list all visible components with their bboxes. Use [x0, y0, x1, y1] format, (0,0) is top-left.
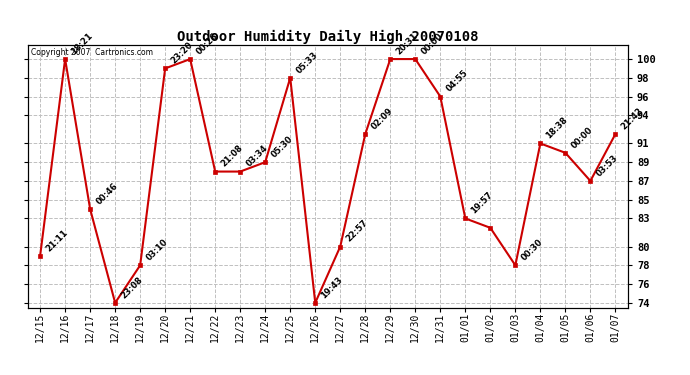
Text: 23:08: 23:08 — [119, 275, 144, 300]
Text: 19:57: 19:57 — [469, 190, 495, 216]
Text: 05:33: 05:33 — [295, 50, 319, 75]
Title: Outdoor Humidity Daily High 20070108: Outdoor Humidity Daily High 20070108 — [177, 30, 478, 44]
Text: 21:08: 21:08 — [219, 144, 244, 169]
Text: 00:30: 00:30 — [520, 237, 544, 262]
Text: 03:53: 03:53 — [595, 153, 620, 178]
Text: 03:10: 03:10 — [144, 237, 170, 262]
Text: 00:00: 00:00 — [420, 31, 444, 56]
Text: 19:43: 19:43 — [319, 275, 344, 300]
Text: 00:26: 00:26 — [195, 31, 219, 56]
Text: 03:34: 03:34 — [244, 144, 270, 169]
Text: Copyright 2007  Cartronics.com: Copyright 2007 Cartronics.com — [30, 48, 152, 57]
Text: 21:11: 21:11 — [44, 228, 70, 253]
Text: 00:46: 00:46 — [95, 181, 119, 206]
Text: 21:42: 21:42 — [620, 106, 645, 131]
Text: 18:38: 18:38 — [544, 116, 570, 141]
Text: 02:09: 02:09 — [369, 106, 395, 131]
Text: 05:30: 05:30 — [269, 134, 295, 159]
Text: 00:00: 00:00 — [569, 125, 595, 150]
Text: 18:21: 18:21 — [69, 31, 95, 56]
Text: 20:31: 20:31 — [395, 31, 420, 56]
Text: 04:55: 04:55 — [444, 69, 470, 94]
Text: 23:20: 23:20 — [169, 40, 195, 66]
Text: 22:57: 22:57 — [344, 219, 370, 244]
